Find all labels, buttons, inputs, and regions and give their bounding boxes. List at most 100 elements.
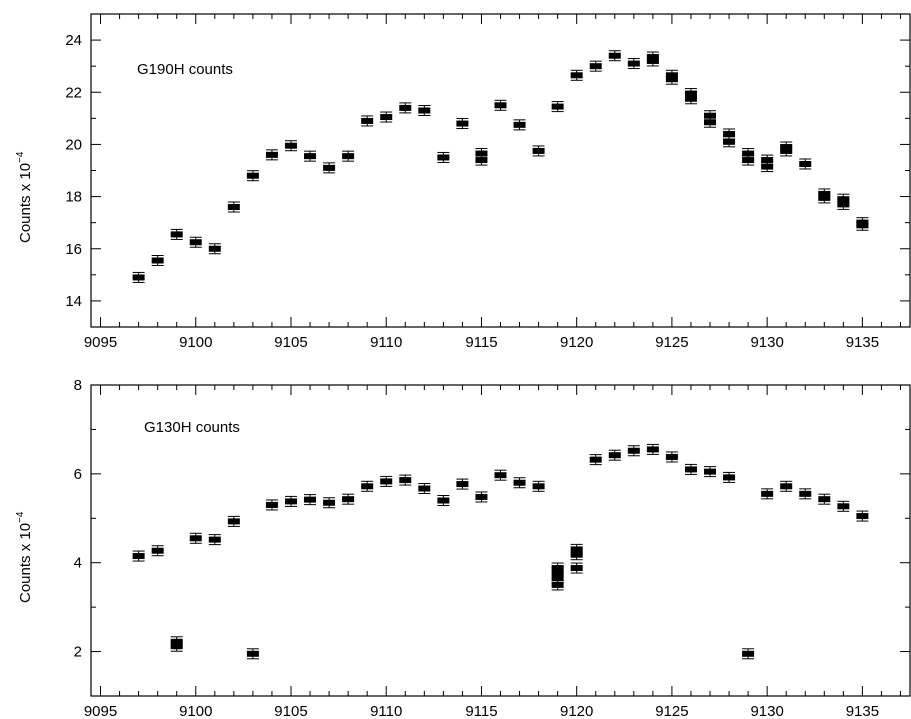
x-tick-label: 9135 <box>846 334 879 351</box>
panel-g130h: G130H counts Counts x 10−4 9095 9100 9105 9… <box>15 377 911 719</box>
y-tick-label: 20 <box>65 136 82 153</box>
x-tick-label: 9130 <box>750 334 783 351</box>
data-point <box>570 543 583 555</box>
x-tick-label: 9095 <box>84 703 117 719</box>
data-point <box>761 488 774 500</box>
data-point <box>475 148 488 160</box>
y-axis-label-top: Counts x 10−4 <box>15 151 34 243</box>
data-point <box>208 243 221 255</box>
data-point <box>361 115 374 127</box>
data-point <box>818 493 831 505</box>
data-point <box>323 497 336 509</box>
data-point <box>342 150 355 162</box>
data-point <box>151 545 164 557</box>
y-tick-label: 8 <box>74 377 82 394</box>
data-point <box>380 475 393 487</box>
data-point <box>856 510 869 522</box>
x-tick-label: 9115 <box>465 334 497 351</box>
data-point <box>513 119 526 131</box>
data-point <box>304 494 317 506</box>
data-point <box>742 148 755 160</box>
data-point <box>361 480 374 492</box>
data-point <box>265 149 278 161</box>
data-point <box>189 236 202 248</box>
data-point <box>589 60 602 72</box>
data-point <box>227 515 240 527</box>
panel-annotation-top: G190H counts <box>137 61 233 78</box>
data-point <box>246 648 259 660</box>
x-tick-label: 9115 <box>465 703 497 719</box>
data-point <box>475 491 488 503</box>
x-tick-label: 9100 <box>179 334 212 351</box>
data-point <box>437 151 450 163</box>
data-point <box>304 150 317 162</box>
y-tick-label: 4 <box>74 555 82 572</box>
data-point <box>570 562 583 574</box>
x-tick-label: 9105 <box>274 703 307 719</box>
data-point <box>837 500 850 512</box>
y-tick-label: 6 <box>74 466 82 483</box>
x-tick-label: 9110 <box>370 334 402 351</box>
data-points-bottom <box>132 443 869 660</box>
data-point <box>323 162 336 174</box>
data-point <box>799 158 812 170</box>
x-tick-label: 9130 <box>750 703 783 719</box>
data-point <box>418 105 431 117</box>
data-point <box>265 499 278 511</box>
data-point <box>151 254 164 266</box>
data-point <box>284 140 297 152</box>
data-point <box>608 50 621 62</box>
data-point <box>704 466 717 478</box>
data-point <box>856 217 869 229</box>
data-point <box>189 532 202 544</box>
data-point <box>799 488 812 500</box>
data-point <box>646 51 659 63</box>
data-point <box>551 101 564 113</box>
data-point <box>418 483 431 495</box>
data-point <box>399 102 412 114</box>
x-tick-label: 9125 <box>655 334 688 351</box>
y-axis-label-bottom: Counts x 10−4 <box>15 511 34 603</box>
data-point <box>456 478 469 490</box>
x-tick-label: 9110 <box>370 703 402 719</box>
data-point <box>818 188 831 200</box>
data-point <box>532 145 545 157</box>
data-point <box>494 469 507 481</box>
y-tick-label: 18 <box>65 189 82 206</box>
data-point <box>456 118 469 130</box>
data-point <box>132 550 145 562</box>
axes-top: 9095 9100 9105 9110 9115 9120 9125 9130 9135 14 16… <box>65 13 910 351</box>
y-axis-label-exponent: −4 <box>15 511 26 523</box>
x-tick-label: 9120 <box>560 334 593 351</box>
x-tick-label: 9135 <box>846 703 879 719</box>
data-point <box>494 99 507 111</box>
data-point <box>627 445 640 457</box>
y-tick-label: 22 <box>65 84 82 101</box>
data-point <box>170 636 183 648</box>
data-point <box>704 110 717 122</box>
data-point <box>723 471 736 483</box>
panel-annotation-bottom: G130H counts <box>144 419 240 436</box>
data-point <box>284 495 297 507</box>
data-point <box>437 495 450 507</box>
data-point <box>170 228 183 240</box>
data-point <box>532 480 545 492</box>
y-axis-label-main: Counts x 10 <box>17 163 34 243</box>
y-tick-label: 24 <box>65 32 82 49</box>
data-point <box>627 58 640 70</box>
data-point <box>570 69 583 81</box>
x-tick-label: 9095 <box>84 334 117 351</box>
data-point <box>380 111 393 123</box>
y-axis-label-main: Counts x 10 <box>17 523 34 603</box>
x-tick-label: 9120 <box>560 703 593 719</box>
data-points-top <box>132 50 869 283</box>
x-tick-label: 9125 <box>655 703 688 719</box>
data-point <box>761 154 774 166</box>
data-point <box>551 562 564 574</box>
data-point <box>608 449 621 461</box>
axes-bottom: 9095 9100 9105 9110 9115 9120 9125 9130 9135 2 4 6 8 <box>74 377 910 719</box>
data-point <box>780 480 793 492</box>
data-point <box>742 648 755 660</box>
data-point <box>684 463 697 475</box>
